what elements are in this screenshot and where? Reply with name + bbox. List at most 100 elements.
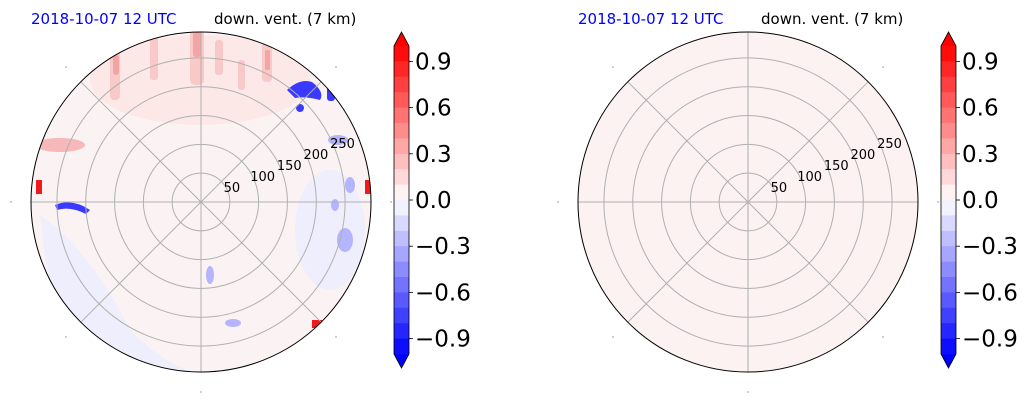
colorbar-tick-label: −0.6 [962, 280, 1018, 306]
left-colorbar: 0.9 0.6 0.3 0.0 −0.3 −0.6 −0.9 [393, 31, 471, 369]
colorbar-tick-label: 0.6 [415, 96, 452, 122]
left-pos-patch-west [35, 138, 85, 152]
colorbar-level [941, 61, 956, 78]
colorbar-level [941, 76, 956, 93]
polar-spoke-315 [747, 201, 869, 323]
polar-tick-dot [937, 201, 939, 203]
colorbar-level [394, 230, 409, 247]
ring-label-100: 100 [250, 170, 275, 185]
ring-label-200: 200 [850, 148, 875, 163]
polar-tick-dot [200, 391, 202, 393]
polar-spoke-45 [747, 81, 869, 203]
left-polar-grid [31, 32, 371, 372]
colorbar-outline [393, 31, 410, 369]
colorbar-level [941, 292, 956, 309]
polar-spoke-315 [200, 201, 322, 323]
colorbar-level [941, 153, 956, 170]
polar-tick-dot [335, 66, 337, 68]
colorbar-level [394, 307, 409, 324]
colorbar-level [941, 123, 956, 139]
polar-tick-dot [335, 336, 337, 338]
colorbar-level [394, 338, 409, 355]
colorbar-tick-label: 0.3 [415, 142, 452, 168]
polar-tick-dot [557, 201, 559, 203]
colorbar-level [941, 277, 956, 293]
colorbar-outline [940, 31, 957, 369]
ring-label-50: 50 [771, 181, 788, 196]
right-polar-border [577, 31, 919, 373]
polar-tick-dot [10, 201, 12, 203]
colorbar-level [941, 261, 956, 278]
colorbar-tick-label: −0.6 [415, 280, 471, 306]
colorbar-level [394, 323, 409, 339]
polar-spoke-225 [627, 201, 749, 323]
colorbar-level [394, 92, 409, 108]
colorbar-level [941, 230, 956, 247]
colorbar-level [394, 107, 409, 124]
polar-tick-dot [612, 336, 614, 338]
colorbar-tick-label: 0.3 [962, 142, 999, 168]
polar-tick-dot [882, 66, 884, 68]
colorbar-tick-label: −0.9 [415, 327, 471, 353]
colorbar-level [394, 277, 409, 293]
ring-label-150: 150 [277, 159, 302, 174]
ring-label-250: 250 [877, 137, 902, 152]
colorbar-tick-label: 0.0 [415, 188, 452, 214]
polar-tick-dot [390, 201, 392, 203]
colorbar-level [394, 200, 409, 216]
right-title: down. vent. (7 km) [761, 10, 903, 28]
polar-tick-dot [65, 336, 67, 338]
colorbar-extend-max [394, 32, 409, 46]
colorbar-tick-label: −0.3 [962, 234, 1018, 260]
left-panel: 2018-10-07 12 UTC down. vent. (7 km) [10, 10, 392, 393]
polar-tick-dot [747, 391, 749, 393]
polar-spoke-135 [627, 81, 749, 203]
colorbar-level [394, 184, 409, 201]
right-polar-grid [578, 32, 918, 372]
polar-tick-dot [882, 336, 884, 338]
colorbar-level [941, 215, 956, 232]
colorbar-level [941, 92, 956, 108]
ring-label-50: 50 [224, 181, 241, 196]
left-neg-zone-east [295, 170, 365, 290]
left-polar-border [30, 31, 372, 373]
colorbar-level [394, 153, 409, 170]
colorbar-level [394, 46, 409, 62]
colorbar-tick-label: 0.9 [415, 49, 452, 75]
colorbar-level [394, 215, 409, 232]
polar-spoke-135 [80, 81, 202, 203]
colorbar-level [394, 292, 409, 309]
ring-label-250: 250 [330, 137, 355, 152]
colorbar-level [941, 184, 956, 201]
left-title: down. vent. (7 km) [214, 10, 356, 28]
colorbar-level [394, 138, 409, 155]
colorbar-tick-label: −0.9 [962, 327, 1018, 353]
ring-label-100: 100 [797, 170, 822, 185]
colorbar-level [394, 61, 409, 78]
colorbar-level [941, 107, 956, 124]
colorbar-extend-min [941, 354, 956, 368]
colorbar-tick-label: 0.0 [962, 188, 999, 214]
polar-tick-dot [612, 66, 614, 68]
colorbar-level [394, 123, 409, 139]
colorbar-level [394, 169, 409, 185]
colorbar-tick-label: 0.9 [962, 49, 999, 75]
colorbar-tick-label: 0.6 [962, 96, 999, 122]
right-date-label: 2018-10-07 12 UTC [578, 10, 724, 28]
polar-spoke-45 [200, 81, 322, 203]
colorbar-level [941, 338, 956, 355]
colorbar-tick-label: −0.3 [415, 234, 471, 260]
colorbar-extend-max [941, 32, 956, 46]
colorbar-level [941, 138, 956, 155]
colorbar-level [941, 246, 956, 262]
colorbar-level [394, 261, 409, 278]
colorbar-level [394, 246, 409, 262]
ring-label-200: 200 [303, 148, 328, 163]
colorbar-level [941, 46, 956, 62]
colorbar-level [394, 76, 409, 93]
left-pos-streaks-strong [113, 32, 270, 75]
colorbar-level [941, 323, 956, 339]
polar-spoke-225 [80, 201, 202, 323]
